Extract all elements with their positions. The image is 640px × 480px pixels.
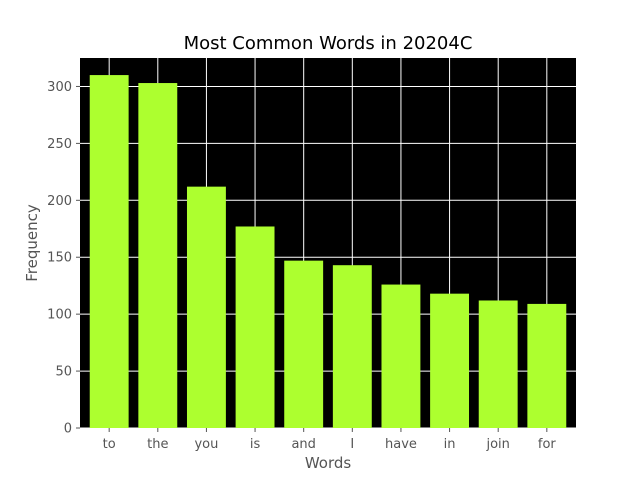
x-tick-label: in <box>444 437 456 452</box>
bar-in <box>430 293 470 428</box>
chart-title: Most Common Words in 20204C <box>184 33 473 54</box>
y-axis-ticks: 0 50 100 150 200 250 300 <box>47 80 80 437</box>
y-tick-label: 300 <box>47 80 72 95</box>
bar-you <box>186 186 226 428</box>
bar-join <box>478 300 518 428</box>
bar-for <box>527 303 567 428</box>
bar-I <box>332 265 372 428</box>
y-tick-label: 200 <box>47 194 72 209</box>
x-tick-label: is <box>250 437 261 452</box>
bar-have <box>381 284 421 428</box>
bar-and <box>284 260 324 428</box>
bar-to <box>89 75 129 429</box>
bar-is <box>235 226 275 428</box>
x-tick-label: join <box>485 437 509 452</box>
x-tick-label: I <box>350 437 354 452</box>
y-tick-label: 50 <box>55 365 72 380</box>
y-tick-label: 250 <box>47 137 72 152</box>
x-tick-label: have <box>385 437 417 452</box>
x-tick-label: for <box>538 437 557 452</box>
y-tick-label: 150 <box>47 251 72 266</box>
bar-the <box>138 83 178 429</box>
x-tick-label: to <box>103 437 116 452</box>
x-tick-label: and <box>291 437 315 452</box>
y-axis-label: Frequency <box>23 204 41 282</box>
bars <box>89 75 567 429</box>
x-tick-label: you <box>194 437 218 452</box>
y-tick-label: 100 <box>47 308 72 323</box>
x-tick-label: the <box>147 437 168 452</box>
x-axis-label: Words <box>305 454 352 472</box>
y-tick-label: 0 <box>64 422 72 437</box>
